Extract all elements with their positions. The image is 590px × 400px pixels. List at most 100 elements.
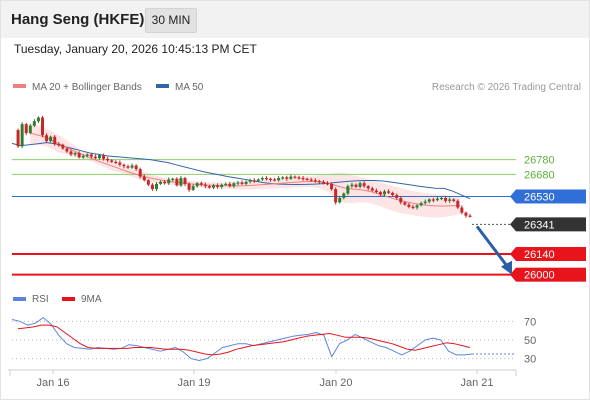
candle-body	[102, 155, 106, 159]
resistance-label-26680: 26680	[524, 169, 555, 181]
candle-body	[41, 117, 44, 136]
candle-body	[330, 183, 334, 190]
candle-body	[220, 184, 224, 187]
candle-body	[114, 161, 118, 164]
candle-body	[334, 189, 338, 203]
candle-body	[232, 183, 236, 187]
candle-body	[155, 183, 158, 190]
candle-body	[216, 185, 220, 187]
candle-body	[468, 215, 472, 217]
support-label-box-26140	[516, 247, 586, 262]
candle-body	[297, 177, 301, 179]
current-price-label: 26341	[524, 219, 555, 231]
candle-body	[244, 181, 248, 184]
resistance-label-26780: 26780	[524, 155, 555, 167]
forecast-arrowhead	[501, 260, 512, 275]
rsi-line	[11, 317, 473, 361]
ma50-line	[11, 142, 471, 200]
candle-body	[260, 178, 264, 180]
legend-label-bollinger: MA 20 + Bollinger Bands	[32, 82, 142, 93]
candle-body	[126, 166, 130, 168]
candle-body	[391, 192, 395, 195]
candle-body	[452, 199, 456, 201]
x-tick-label: Jan 19	[177, 377, 210, 389]
candle-body	[191, 186, 195, 190]
candle-body	[269, 178, 272, 180]
candle-body	[362, 183, 366, 187]
candle-body	[138, 169, 142, 177]
current-price-box	[516, 217, 586, 232]
rsi-tick-30: 30	[524, 354, 536, 366]
candle-body	[317, 180, 321, 183]
candle-body	[419, 203, 423, 206]
candle-body	[435, 198, 439, 201]
candle-body	[444, 197, 448, 201]
candle-body	[142, 176, 146, 181]
support-label-box-26000	[516, 267, 586, 282]
candle-body	[338, 197, 342, 203]
candle-body	[346, 186, 350, 194]
candle-body	[301, 178, 305, 180]
x-tick-label: Jan 21	[460, 377, 493, 389]
candle-body	[277, 178, 281, 181]
support-label-pointer-26140	[510, 247, 516, 262]
candle-body	[326, 183, 329, 185]
candle-body	[77, 152, 81, 158]
candle-body	[183, 178, 187, 184]
candle-body	[423, 201, 427, 204]
candle-body	[16, 130, 20, 147]
candle-body	[36, 117, 40, 122]
candle-body	[175, 178, 179, 186]
candle-body	[374, 190, 378, 193]
x-tick-label: Jan 20	[319, 377, 352, 389]
current-price-pointer	[510, 217, 516, 232]
candle-body	[130, 165, 134, 168]
candle-body	[264, 178, 268, 180]
pivot-label-pointer-26530	[510, 189, 516, 204]
candle-body	[118, 162, 122, 165]
instrument-title: Hang Seng (HKFE)	[11, 11, 145, 28]
rsi-ma-line	[17, 324, 471, 356]
support-label-26140: 26140	[524, 249, 555, 261]
candle-body	[248, 180, 252, 182]
candle-body	[61, 144, 65, 149]
candle-body	[358, 183, 362, 187]
candle-body	[69, 151, 73, 155]
candle-body	[305, 178, 309, 180]
candle-body	[236, 182, 240, 184]
candle-body	[313, 180, 317, 182]
candle-body	[45, 135, 49, 142]
candle-body	[448, 199, 452, 201]
pivot-label-26530: 26530	[524, 191, 555, 203]
legend-label-rsi-ma: 9MA	[81, 294, 102, 305]
candle-body	[28, 125, 32, 134]
ma20-line	[29, 132, 461, 207]
support-label-26000: 26000	[524, 270, 555, 282]
candle-body	[383, 191, 386, 195]
candle-body	[403, 202, 407, 205]
candle-body	[93, 156, 97, 159]
candle-body	[53, 136, 57, 145]
candle-body	[228, 183, 232, 187]
rsi-tick-70: 70	[524, 316, 536, 328]
legend-label-ma50: MA 50	[175, 82, 204, 93]
candle-body	[431, 199, 435, 201]
candle-body	[49, 136, 53, 142]
candle-body	[387, 191, 391, 193]
candle-body	[273, 179, 277, 181]
interval-badge[interactable]: 30 MIN	[145, 8, 197, 33]
candle-body	[81, 155, 85, 158]
legend-swatch-bollinger	[13, 84, 26, 88]
title-bar: Hang Seng (HKFE) 30 MIN	[1, 1, 589, 38]
candle-body	[293, 176, 297, 178]
candle-body	[224, 183, 228, 186]
candle-body	[199, 183, 203, 185]
candle-body	[252, 180, 256, 182]
candle-body	[240, 182, 244, 184]
candle-body	[20, 124, 24, 147]
support-label-pointer-26000	[510, 267, 516, 282]
bollinger-band-area	[30, 122, 460, 218]
candle-body	[350, 184, 354, 187]
